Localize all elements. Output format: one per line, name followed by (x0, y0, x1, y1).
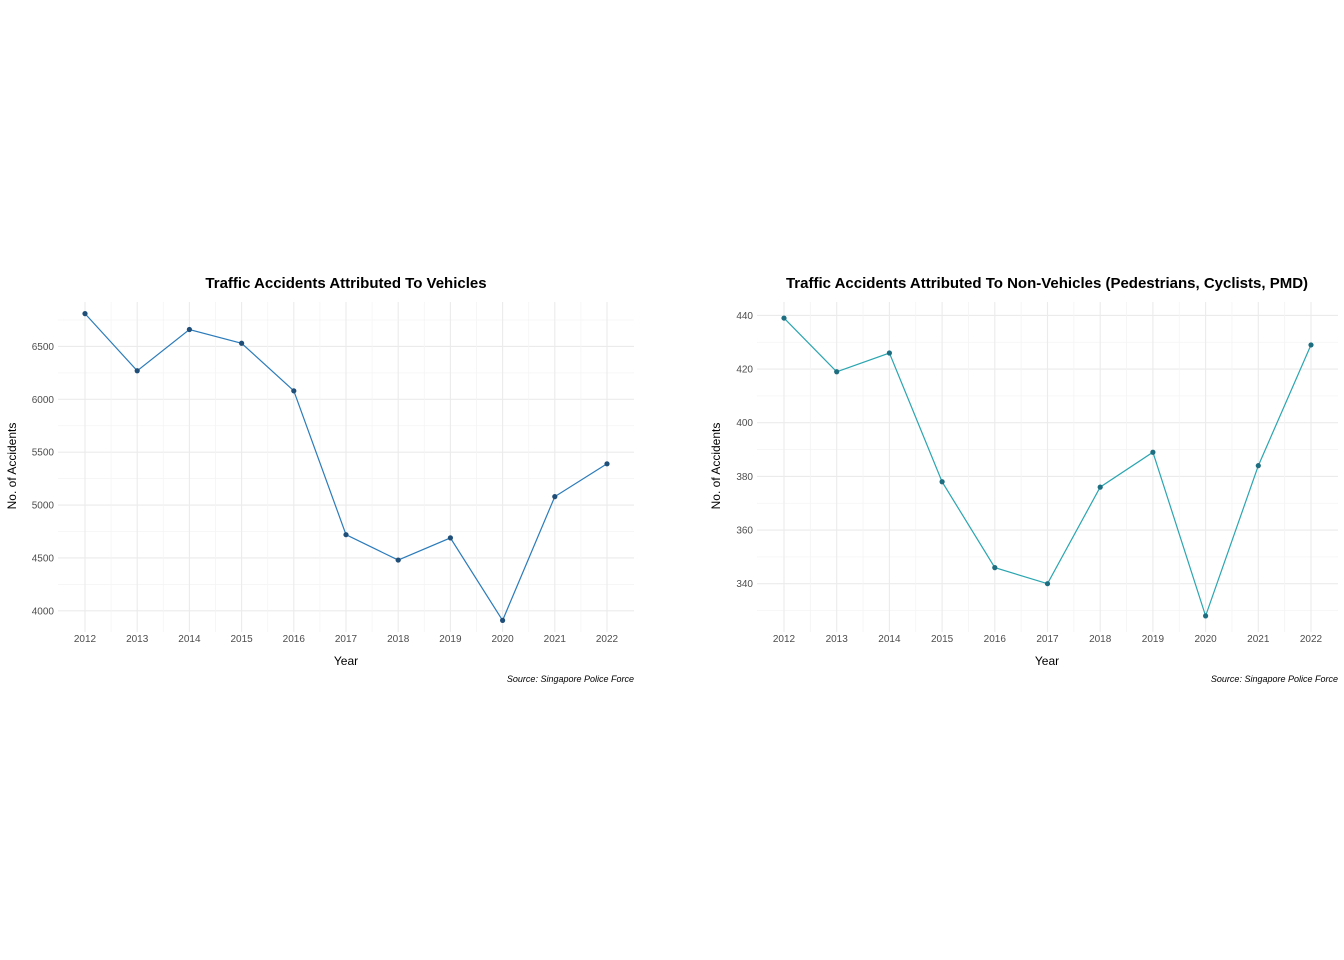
x-tick-label: 2014 (178, 634, 201, 645)
data-point (1308, 342, 1314, 348)
grid-lines (58, 302, 634, 632)
x-axis-label: Year (1035, 654, 1059, 668)
y-tick-label: 340 (736, 579, 753, 590)
data-point (886, 350, 893, 356)
data-point (781, 315, 787, 321)
y-tick-label: 440 (736, 311, 753, 322)
data-point (552, 494, 558, 500)
x-tick-label: 2021 (1247, 634, 1270, 645)
data-point (134, 368, 140, 374)
x-tick-label: 2022 (596, 634, 619, 645)
y-tick-label: 6000 (32, 395, 55, 406)
data-point (1097, 484, 1103, 490)
y-tick-label: 5000 (32, 501, 55, 512)
x-tick-label: 2022 (1300, 634, 1323, 645)
source-caption: Source: Singapore Police Force (1211, 674, 1338, 684)
data-point (939, 479, 945, 485)
x-tick-label: 2015 (230, 634, 253, 645)
chart-title: Traffic Accidents Attributed To Vehicles (205, 275, 486, 292)
x-tick-label: 2012 (773, 634, 796, 645)
y-tick-label: 5500 (32, 448, 55, 459)
grid-lines (757, 302, 1338, 632)
data-point (992, 565, 998, 571)
x-tick-label: 2020 (1194, 634, 1217, 645)
x-tick-label: 2020 (491, 634, 514, 645)
y-tick-label: 400 (736, 418, 753, 429)
x-tick-label: 2013 (826, 634, 849, 645)
y-axis-label: No. of Accidents (709, 423, 723, 510)
x-tick-label: 2019 (439, 634, 462, 645)
x-tick-label: 2014 (878, 634, 901, 645)
y-tick-label: 420 (736, 365, 753, 376)
data-point (82, 311, 88, 317)
x-tick-label: 2019 (1142, 634, 1165, 645)
y-tick-label: 4000 (32, 606, 55, 617)
x-tick-label: 2017 (335, 634, 358, 645)
data-points (82, 311, 610, 623)
data-point (239, 340, 245, 346)
x-tick-label: 2016 (283, 634, 306, 645)
x-tick-labels: 2012 2013 2014 2015 2016 2017 2018 2019 2020 2021… (773, 634, 1323, 645)
y-axis-label: No. of Accidents (5, 423, 19, 510)
y-tick-labels: 340 360 380 400 420 440 (736, 311, 753, 590)
source-caption: Source: Singapore Police Force (507, 674, 634, 684)
data-point (1203, 613, 1209, 619)
data-point (1255, 463, 1261, 469)
data-point (500, 617, 506, 623)
data-point (604, 461, 610, 467)
x-tick-label: 2017 (1036, 634, 1059, 645)
chart-title: Traffic Accidents Attributed To Non-Vehi… (786, 275, 1308, 292)
y-tick-label: 360 (736, 526, 753, 537)
x-tick-label: 2016 (984, 634, 1007, 645)
x-tick-label: 2018 (1089, 634, 1112, 645)
x-tick-label: 2013 (126, 634, 149, 645)
data-points (781, 315, 1314, 619)
data-point (186, 326, 192, 333)
x-tick-label: 2021 (544, 634, 567, 645)
x-axis-label: Year (334, 654, 358, 668)
x-tick-label: 2015 (931, 634, 954, 645)
data-point (834, 369, 840, 375)
x-tick-label: 2012 (74, 634, 97, 645)
y-tick-label: 380 (736, 472, 753, 483)
data-point (1150, 449, 1156, 455)
data-point (343, 532, 349, 538)
data-point (291, 388, 297, 394)
x-tick-label: 2018 (387, 634, 410, 645)
x-tick-labels: 2012 2013 2014 2015 2016 2017 2018 2019 2020 2021… (74, 634, 619, 645)
y-tick-label: 6500 (32, 342, 55, 353)
y-tick-labels: 4000 4500 5000 5500 6000 6500 (32, 342, 55, 617)
data-point (395, 557, 401, 563)
data-point (447, 535, 453, 541)
data-point (1044, 581, 1051, 587)
y-tick-label: 4500 (32, 553, 55, 564)
